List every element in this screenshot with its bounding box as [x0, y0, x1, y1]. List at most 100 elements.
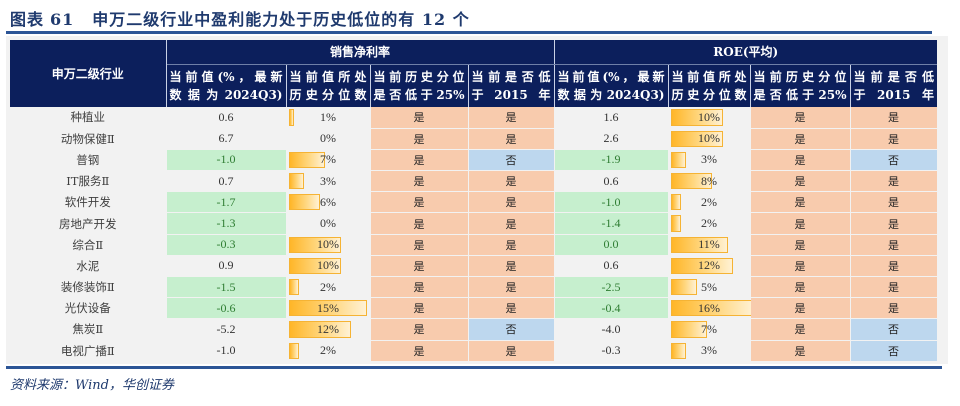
percentile-label: 2%: [701, 194, 717, 209]
roe-below25-flag: 是: [750, 255, 851, 278]
percentile-bar: [670, 130, 723, 147]
npm-current-value: 0.6: [166, 107, 287, 129]
industry-name: 综合Ⅱ: [10, 234, 167, 256]
sub-header-line: 于2015年: [471, 87, 551, 102]
percentile-label: 0%: [320, 216, 336, 231]
percentile-label: 16%: [698, 300, 720, 315]
roe-below2015-flag: 是: [850, 297, 938, 320]
roe-below25-flag: 是: [750, 297, 851, 320]
roe-current-value: -2.5: [554, 276, 669, 299]
percentile-bar: [288, 109, 294, 126]
sub-header-line: 历史分位数: [671, 87, 747, 102]
npm-current-value: -1.0: [166, 149, 287, 172]
table-row: 房地产开发 -1.3 0% 是是 -1.4 2% 是是: [10, 212, 938, 235]
npm-current-value: 0.7: [166, 170, 287, 193]
table-row: 电视广播Ⅱ -1.0 2% 是是 -0.3 3% 是否: [10, 340, 938, 362]
roe-below2015-flag: 是: [850, 107, 938, 129]
table-row: 种植业 0.6 1% 是是 1.6 10% 是是: [10, 107, 938, 129]
sub-header-line: 当前是否低: [853, 69, 935, 84]
npm-percentile: 10%: [286, 255, 371, 278]
table-row: 动物保健Ⅱ 6.7 0% 是是 2.6 10% 是是: [10, 128, 938, 150]
figure-number: 61: [50, 10, 75, 29]
npm-percentile: 6%: [286, 191, 371, 214]
sub-header-npm-1: 当前值所处历史分位数: [286, 64, 371, 107]
percentile-bar: [288, 279, 299, 296]
roe-below25-flag: 是: [750, 107, 851, 129]
sub-header-line: 当前值所处: [289, 69, 367, 84]
roe-below25-flag: 是: [750, 212, 851, 235]
npm-current-value: -1.5: [166, 276, 287, 299]
percentile-label: 12%: [317, 321, 339, 336]
npm-percentile: 2%: [286, 276, 371, 299]
npm-percentile: 1%: [286, 107, 371, 129]
npm-below2015-flag: 是: [468, 170, 555, 193]
percentile-label: 2%: [701, 216, 717, 231]
sub-header-line: 当前是否低: [471, 69, 551, 84]
industry-name: 种植业: [10, 107, 167, 129]
table-body: 种植业 0.6 1% 是是 1.6 10% 是是动物保健Ⅱ 6.7 0% 是是 2.6 10% 是是普钢…: [10, 107, 938, 362]
percentile-label: 10%: [698, 131, 720, 146]
sub-header-line: 是否低于25%: [753, 87, 847, 102]
sub-header-line: 是否低于25%: [373, 87, 465, 102]
npm-percentile: 2%: [286, 340, 371, 362]
roe-below2015-flag: 是: [850, 255, 938, 278]
sub-header-line: 历史分位数: [289, 87, 367, 102]
npm-below25-flag: 是: [370, 212, 469, 235]
percentile-label: 7%: [701, 321, 717, 336]
percentile-label: 2%: [320, 279, 336, 294]
percentile-bar: [288, 321, 351, 338]
roe-below25-flag: 是: [750, 170, 851, 193]
roe-below2015-flag: 是: [850, 234, 938, 256]
sub-header-line: 当前历史分位: [373, 69, 465, 84]
sub-header-line: 数据为2024Q3): [169, 87, 283, 102]
sub-header-line: 当前历史分位: [753, 69, 847, 84]
npm-below2015-flag: 是: [468, 255, 555, 278]
npm-current-value: -1.7: [166, 191, 287, 214]
roe-below25-flag: 是: [750, 340, 851, 362]
sub-header-row: 当前值(%，最新 数据为2024Q3) 当前值所处 历史分位数 当前历史分位 是否低于25…: [10, 64, 937, 107]
industry-name: 焦炭Ⅱ: [10, 318, 167, 341]
npm-below2015-flag: 是: [468, 297, 555, 320]
npm-below2015-flag: 是: [468, 212, 555, 235]
table-row: 焦炭Ⅱ -5.2 12% 是否 -4.0 7% 是否: [10, 318, 938, 341]
npm-below25-flag: 是: [370, 276, 469, 299]
industry-name: 水泥: [10, 255, 167, 278]
roe-below25-flag: 是: [750, 191, 851, 214]
industry-name: 普钢: [10, 149, 167, 172]
percentile-bar: [670, 321, 707, 338]
bottom-rule: [6, 366, 942, 369]
npm-below25-flag: 是: [370, 234, 469, 256]
npm-below25-flag: 是: [370, 318, 469, 341]
npm-below2015-flag: 否: [468, 318, 555, 341]
industry-name: 动物保健Ⅱ: [10, 128, 167, 150]
roe-percentile: 11%: [668, 234, 751, 256]
industry-name: 装修装饰Ⅱ: [10, 276, 167, 299]
percentile-bar: [670, 215, 681, 232]
npm-percentile: 7%: [286, 149, 371, 172]
percentile-bar: [288, 194, 320, 211]
sub-header-line: 当前值(%，最新: [557, 69, 665, 84]
npm-percentile: 12%: [286, 318, 371, 341]
npm-below25-flag: 是: [370, 255, 469, 278]
npm-percentile: 0%: [286, 212, 371, 235]
header-industry: 申万二级行业: [10, 40, 167, 107]
roe-below25-flag: 是: [750, 128, 851, 150]
percentile-label: 8%: [701, 173, 717, 188]
npm-below25-flag: 是: [370, 149, 469, 172]
roe-current-value: -0.4: [554, 297, 669, 320]
percentile-label: 11%: [698, 237, 720, 252]
percentile-label: 3%: [701, 343, 717, 358]
roe-percentile: 3%: [668, 149, 751, 172]
roe-below2015-flag: 否: [850, 340, 938, 362]
percentile-bar: [288, 257, 341, 274]
roe-current-value: 0.6: [554, 255, 669, 278]
roe-percentile: 2%: [668, 212, 751, 235]
roe-percentile: 12%: [668, 255, 751, 278]
percentile-bar: [288, 173, 305, 190]
sub-header-line: 当前值所处: [671, 69, 747, 84]
roe-current-value: 0.0: [554, 234, 669, 256]
npm-below25-flag: 是: [370, 128, 469, 150]
roe-current-value: -1.9: [554, 149, 669, 172]
percentile-label: 7%: [320, 152, 336, 167]
sub-header-line: 于2015年: [853, 87, 935, 102]
